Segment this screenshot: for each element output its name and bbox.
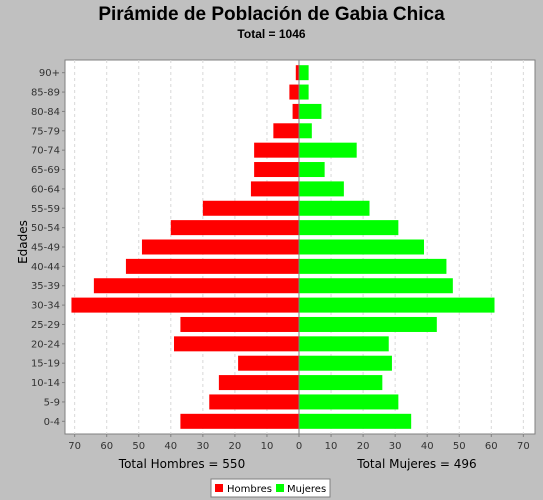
y-tick-label: 5-9 <box>44 397 60 408</box>
y-tick-label: 80-84 <box>31 107 60 118</box>
bar-mujeres-40-44 <box>299 258 447 274</box>
bar-hombres-80-84 <box>292 103 299 119</box>
bar-mujeres-30-34 <box>299 297 495 313</box>
bar-mujeres-90+ <box>299 65 309 81</box>
x-tick-label: 10 <box>325 441 338 452</box>
x-tick-label: 10 <box>261 441 274 452</box>
y-tick-label: 10-14 <box>31 378 60 389</box>
bar-hombres-30-34 <box>71 297 299 313</box>
bar-hombres-15-19 <box>238 355 299 371</box>
bar-mujeres-10-14 <box>299 375 383 391</box>
x-axis-label-mujeres: Total Mujeres = 496 <box>356 457 476 471</box>
y-tick-labels: 90+ 85-89 80-84 75-79 70-74 65-69 60-64 55-59 50… <box>31 68 65 428</box>
y-tick-label: 40-44 <box>31 262 60 273</box>
x-tick-label: 20 <box>229 441 242 452</box>
x-tick-label: 40 <box>164 441 177 452</box>
bar-mujeres-0-4 <box>299 413 412 429</box>
bar-mujeres-50-54 <box>299 220 399 236</box>
bar-hombres-10-14 <box>218 375 299 391</box>
bar-hombres-35-39 <box>93 278 299 294</box>
bar-mujeres-35-39 <box>299 278 453 294</box>
x-tick-label: 20 <box>357 441 370 452</box>
bar-mujeres-20-24 <box>299 336 389 352</box>
y-tick-label: 55-59 <box>31 204 60 215</box>
bar-mujeres-75-79 <box>299 123 312 139</box>
bar-mujeres-45-49 <box>299 239 424 255</box>
bar-hombres-50-54 <box>170 220 299 236</box>
x-tick-label: 60 <box>485 441 498 452</box>
x-tick-label: 40 <box>421 441 434 452</box>
legend-label-hombres: Hombres <box>227 484 272 495</box>
x-tick-label: 70 <box>517 441 530 452</box>
y-tick-label: 30-34 <box>31 301 60 312</box>
y-tick-label: 15-19 <box>31 359 60 370</box>
legend-swatch-hombres <box>215 484 223 492</box>
bars <box>71 65 495 429</box>
y-tick-label: 45-49 <box>31 243 60 254</box>
bar-mujeres-70-74 <box>299 142 357 158</box>
y-axis-label: Edades <box>16 220 30 264</box>
bar-mujeres-60-64 <box>299 181 344 197</box>
bar-mujeres-15-19 <box>299 355 392 371</box>
bar-mujeres-65-69 <box>299 162 325 178</box>
legend-label-mujeres: Mujeres <box>287 484 326 495</box>
x-tick-label: 0 <box>296 441 302 452</box>
y-tick-label: 35-39 <box>31 281 60 292</box>
chart-title: Pirámide de Población de Gabia Chica <box>98 4 445 25</box>
bar-hombres-65-69 <box>254 162 299 178</box>
bar-hombres-45-49 <box>141 239 299 255</box>
bar-hombres-85-89 <box>289 84 299 100</box>
bar-hombres-75-79 <box>273 123 299 139</box>
bar-mujeres-85-89 <box>299 84 309 100</box>
x-tick-label: 60 <box>100 441 113 452</box>
bar-hombres-20-24 <box>174 336 299 352</box>
y-tick-label: 75-79 <box>31 126 60 137</box>
legend-box <box>210 478 331 498</box>
bar-mujeres-5-9 <box>299 394 399 410</box>
x-tick-label: 30 <box>196 441 209 452</box>
x-tick-label: 50 <box>453 441 466 452</box>
bar-hombres-40-44 <box>125 258 300 274</box>
bar-mujeres-80-84 <box>299 103 322 119</box>
y-tick-label: 90+ <box>39 68 60 79</box>
bar-hombres-0-4 <box>180 413 299 429</box>
y-tick-label: 0-4 <box>44 417 60 428</box>
y-tick-label: 20-24 <box>31 339 60 350</box>
bar-hombres-70-74 <box>254 142 299 158</box>
bar-hombres-60-64 <box>250 181 299 197</box>
x-tick-labels: 70 60 50 40 30 20 10 0 10 20 30 40 50 60 70 <box>68 434 530 452</box>
bar-hombres-5-9 <box>209 394 299 410</box>
y-tick-label: 60-64 <box>31 184 60 195</box>
y-tick-label: 85-89 <box>31 88 60 99</box>
x-tick-label: 30 <box>389 441 402 452</box>
bar-hombres-55-59 <box>202 200 299 216</box>
chart-subtitle: Total = 1046 <box>237 27 305 41</box>
bar-mujeres-25-29 <box>299 316 437 332</box>
x-tick-label: 50 <box>132 441 145 452</box>
y-tick-label: 50-54 <box>31 223 60 234</box>
legend-swatch-mujeres <box>276 484 284 492</box>
legend: Hombres Mujeres <box>210 478 331 498</box>
x-axis-label-hombres: Total Hombres = 550 <box>118 457 245 471</box>
y-tick-label: 25-29 <box>31 320 60 331</box>
x-tick-label: 70 <box>68 441 81 452</box>
bar-mujeres-55-59 <box>299 200 370 216</box>
y-tick-label: 65-69 <box>31 165 60 176</box>
y-tick-label: 70-74 <box>31 146 60 157</box>
bar-hombres-90+ <box>295 65 299 81</box>
bar-hombres-25-29 <box>180 316 299 332</box>
